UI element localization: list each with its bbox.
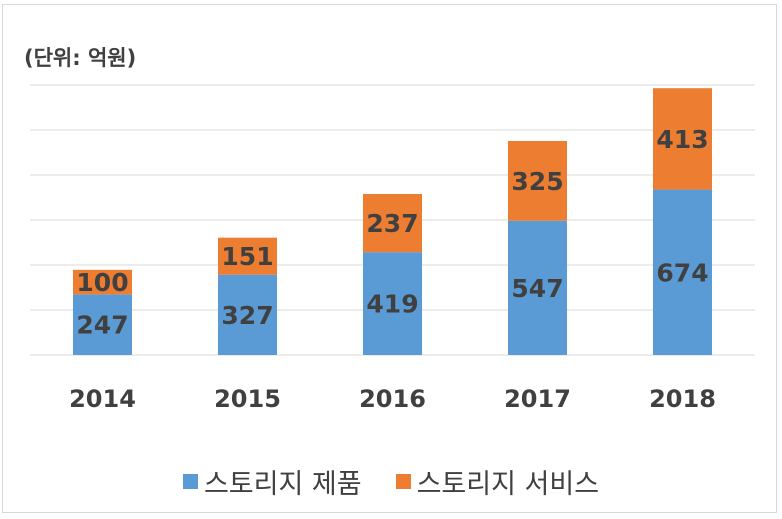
bar-service-2017 — [508, 140, 567, 221]
x-tick-label-2017: 2017 — [504, 385, 571, 413]
data-label-product-2017: 547 — [511, 274, 563, 303]
legend-item-service: 스토리지 서비스 — [395, 462, 600, 501]
unit-label: (단위: 억원) — [24, 46, 137, 70]
data-label-product-2014: 247 — [76, 311, 128, 340]
data-label-service-2016: 237 — [366, 209, 418, 238]
x-tick-label-2014: 2014 — [69, 385, 136, 413]
legend: 스토리지 제품 스토리지 서비스 — [0, 462, 782, 501]
data-label-product-2018: 674 — [656, 258, 708, 287]
legend-swatch-product — [182, 474, 198, 489]
bar-product-2017 — [508, 220, 567, 355]
legend-item-product: 스토리지 제품 — [182, 462, 362, 501]
legend-label-service: 스토리지 서비스 — [416, 469, 600, 500]
bar-product-2014 — [73, 294, 132, 355]
bar-product-2018 — [653, 189, 712, 355]
bar-service-2015 — [218, 237, 277, 275]
data-label-product-2015: 327 — [221, 301, 273, 330]
data-label-service-2018: 413 — [656, 125, 708, 154]
data-label-product-2016: 419 — [366, 290, 418, 319]
bar-service-2016 — [363, 193, 422, 253]
legend-label-product: 스토리지 제품 — [203, 469, 362, 500]
bar-service-2018 — [653, 88, 712, 190]
bar-product-2016 — [363, 252, 422, 355]
legend-swatch-service — [395, 474, 411, 489]
bar-product-2015 — [218, 274, 277, 355]
data-label-service-2017: 325 — [511, 167, 563, 196]
x-tick-label-2016: 2016 — [359, 385, 426, 413]
x-tick-label-2015: 2015 — [214, 385, 281, 413]
data-label-service-2015: 151 — [221, 242, 273, 271]
bar-service-2014 — [73, 269, 132, 295]
data-label-service-2014: 100 — [76, 268, 128, 297]
x-tick-label-2018: 2018 — [649, 385, 716, 413]
